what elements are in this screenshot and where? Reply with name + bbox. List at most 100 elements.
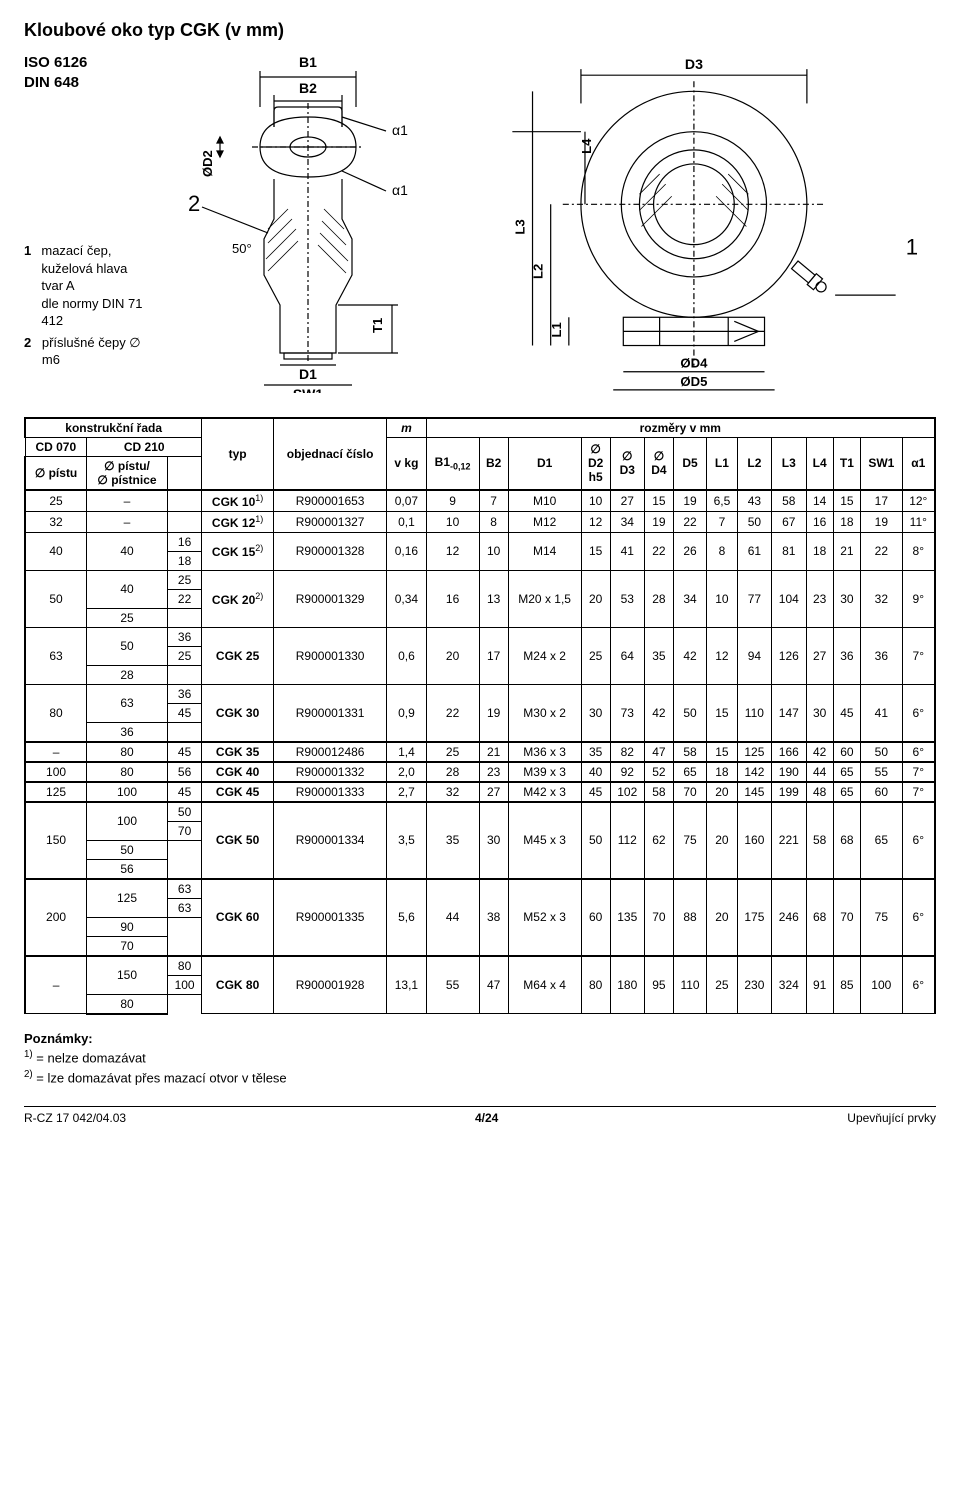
cell: 18 (167, 551, 201, 570)
cell: 62 (644, 802, 673, 879)
cell: 36 (167, 627, 201, 646)
cell: 22 (426, 684, 479, 742)
cell: 60 (833, 742, 860, 762)
cell: 80 (87, 762, 168, 782)
cell: 126 (772, 627, 806, 684)
cell: R900001328 (273, 532, 386, 570)
cell: 75 (673, 802, 706, 879)
diagram-right-view: D3 (472, 53, 936, 396)
cell: 50 (581, 802, 610, 879)
cell: 22 (644, 532, 673, 570)
cell: 48 (806, 782, 833, 802)
th-D2: ∅D2h5 (581, 437, 610, 490)
cell: 32 (861, 570, 903, 627)
cell: M39 x 3 (508, 762, 581, 782)
table-row: 15010050CGK 50R9000013343,53530M45 x 350… (25, 802, 935, 822)
table-body: 25–CGK 101)R9000016530,0797M10102715196,… (25, 490, 935, 1014)
table-row: 32–CGK 121)R9000013270,1108M121234192275… (25, 511, 935, 532)
cell: 13,1 (387, 956, 426, 1014)
svg-text:B2: B2 (299, 80, 317, 96)
cell: 100 (87, 802, 168, 841)
cell: 112 (610, 802, 644, 879)
cell: 34 (610, 511, 644, 532)
cell: 15 (707, 742, 737, 762)
cell: 36 (87, 722, 168, 742)
cell: 200 (25, 879, 87, 956)
legend-1-num: 1 (24, 242, 35, 330)
cell: – (25, 956, 87, 1014)
cell: M64 x 4 (508, 956, 581, 1014)
standard-2: DIN 648 (24, 73, 144, 93)
cell: 8° (902, 532, 935, 570)
cell: 6,5 (707, 490, 737, 512)
cell: 19 (861, 511, 903, 532)
cell: 125 (87, 879, 168, 918)
cell: 7° (902, 782, 935, 802)
cell: 12 (426, 532, 479, 570)
cell: 50 (87, 627, 168, 665)
cell: 60 (581, 879, 610, 956)
cell: 19 (644, 511, 673, 532)
cell: CGK 25 (202, 627, 274, 684)
cell: 28 (426, 762, 479, 782)
cell: 65 (673, 762, 706, 782)
cell: 80 (581, 956, 610, 1014)
cell: 90 (87, 917, 168, 936)
th-L3: L3 (772, 437, 806, 490)
cell: 64 (610, 627, 644, 684)
table-row: 20012563CGK 60R9000013355,64438M52 x 360… (25, 879, 935, 899)
cell: 22 (861, 532, 903, 570)
cell: 23 (479, 762, 508, 782)
cell: 18 (833, 511, 860, 532)
cell: 27 (610, 490, 644, 512)
table-row: –15080CGK 80R90000192813,15547M64 x 4801… (25, 956, 935, 976)
cell: 25 (581, 627, 610, 684)
cell: 65 (861, 802, 903, 879)
spec-table: konstrukční řada typ objednací číslo m r… (24, 417, 936, 1015)
cell: 12° (902, 490, 935, 512)
cell: 100 (25, 762, 87, 782)
th-B1: B1-0,12 (426, 437, 479, 490)
cell: 30 (833, 570, 860, 627)
cell: 28 (644, 570, 673, 627)
cell: 28 (87, 665, 168, 684)
table-row: 25–CGK 101)R9000016530,0797M10102715196,… (25, 490, 935, 512)
cell: 58 (772, 490, 806, 512)
cell: R900001928 (273, 956, 386, 1014)
cell: 10 (479, 532, 508, 570)
cell: R900001333 (273, 782, 386, 802)
note-2: 2) = lze domazávat přes mazací otvor v t… (24, 1068, 936, 1088)
cell: – (25, 742, 87, 762)
cell: 45 (167, 742, 201, 762)
th-D5: D5 (673, 437, 706, 490)
cell: 27 (479, 782, 508, 802)
cell: 102 (610, 782, 644, 802)
cell: 40 (87, 532, 168, 570)
cell: 47 (479, 956, 508, 1014)
cell: 75 (861, 879, 903, 956)
cell: R900001331 (273, 684, 386, 742)
cell: CGK 202) (202, 570, 274, 627)
cell: M10 (508, 490, 581, 512)
cell: 13 (479, 570, 508, 627)
cell: 160 (737, 802, 771, 879)
table-row: 806336CGK 30R9000013310,92219M30 x 23073… (25, 684, 935, 703)
footer-mid: 4/24 (475, 1111, 498, 1125)
cell: 25 (426, 742, 479, 762)
cell: CGK 30 (202, 684, 274, 742)
cell: 44 (426, 879, 479, 956)
notes: Poznámky: 1) = nelze domazávat 2) = lze … (24, 1029, 936, 1088)
cell: M14 (508, 532, 581, 570)
cell: 12 (707, 627, 737, 684)
cell: 44 (806, 762, 833, 782)
cell: 80 (87, 994, 168, 1014)
th-a1: α1 (902, 437, 935, 490)
svg-text:ØD4: ØD4 (680, 356, 708, 371)
cell: 58 (644, 782, 673, 802)
cell: 2,0 (387, 762, 426, 782)
cell: 7° (902, 762, 935, 782)
cell: 63 (87, 684, 168, 722)
cell: 30 (581, 684, 610, 742)
cell: 25 (87, 608, 168, 627)
cell: 53 (610, 570, 644, 627)
